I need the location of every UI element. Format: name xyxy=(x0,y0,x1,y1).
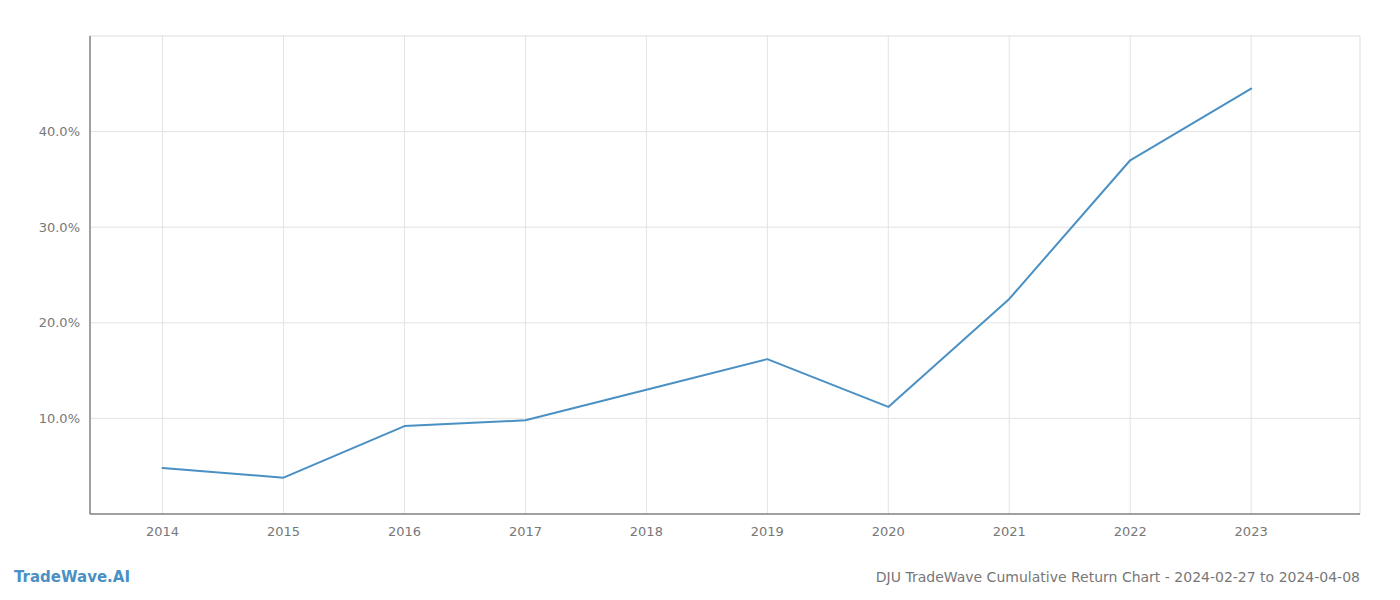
x-tick-label: 2014 xyxy=(146,524,179,539)
plot-frame xyxy=(90,36,1360,514)
x-grid-line xyxy=(1130,36,1131,514)
y-tick-label: 40.0% xyxy=(39,124,80,139)
title: DJU TradeWave Cumulative Return Chart - … xyxy=(876,569,1360,585)
x-grid-line xyxy=(162,36,163,514)
x-tick-label: 2020 xyxy=(872,524,905,539)
grid xyxy=(90,36,1360,514)
background xyxy=(0,0,1400,600)
y-grid-line xyxy=(90,322,1360,323)
line xyxy=(163,89,1252,478)
y-grid-line xyxy=(90,418,1360,419)
x-tick-label: 2018 xyxy=(630,524,663,539)
y-tick-label: 30.0% xyxy=(39,220,80,235)
x-grid-line xyxy=(646,36,647,514)
x-tick-label: 2021 xyxy=(993,524,1026,539)
x-tick-label: 2023 xyxy=(1235,524,1268,539)
y-axis-line xyxy=(90,36,91,514)
x-tick-label: 2016 xyxy=(388,524,421,539)
ticks: 2014 2015 2016 2017 2018 2019 2020 2021 2022 2023… xyxy=(39,124,1268,539)
x-grid-line xyxy=(283,36,284,514)
y-tick-label: 20.0% xyxy=(39,315,80,330)
series xyxy=(163,89,1252,478)
x-grid-line xyxy=(1251,36,1252,514)
x-grid-line xyxy=(767,36,768,514)
x-tick-label: 2022 xyxy=(1114,524,1147,539)
chart: 2014 2015 2016 2017 2018 2019 2020 2021 2022 2023… xyxy=(0,0,1400,600)
chart-container: 2014 2015 2016 2017 2018 2019 2020 2021 2022 2023… xyxy=(0,0,1400,600)
y-grid-line xyxy=(90,131,1360,132)
y-tick-label: 10.0% xyxy=(39,411,80,426)
x-tick-label: 2015 xyxy=(267,524,300,539)
x-grid-line xyxy=(404,36,405,514)
x-grid-line xyxy=(888,36,889,514)
x-axis-line xyxy=(90,514,1360,515)
x-tick-label: 2019 xyxy=(751,524,784,539)
x-tick-label: 2017 xyxy=(509,524,542,539)
y-grid-line xyxy=(90,227,1360,228)
x-grid-line xyxy=(1009,36,1010,514)
x-grid-line xyxy=(525,36,526,514)
watermark: TradeWave.AI xyxy=(14,568,130,586)
axes xyxy=(90,36,1360,514)
